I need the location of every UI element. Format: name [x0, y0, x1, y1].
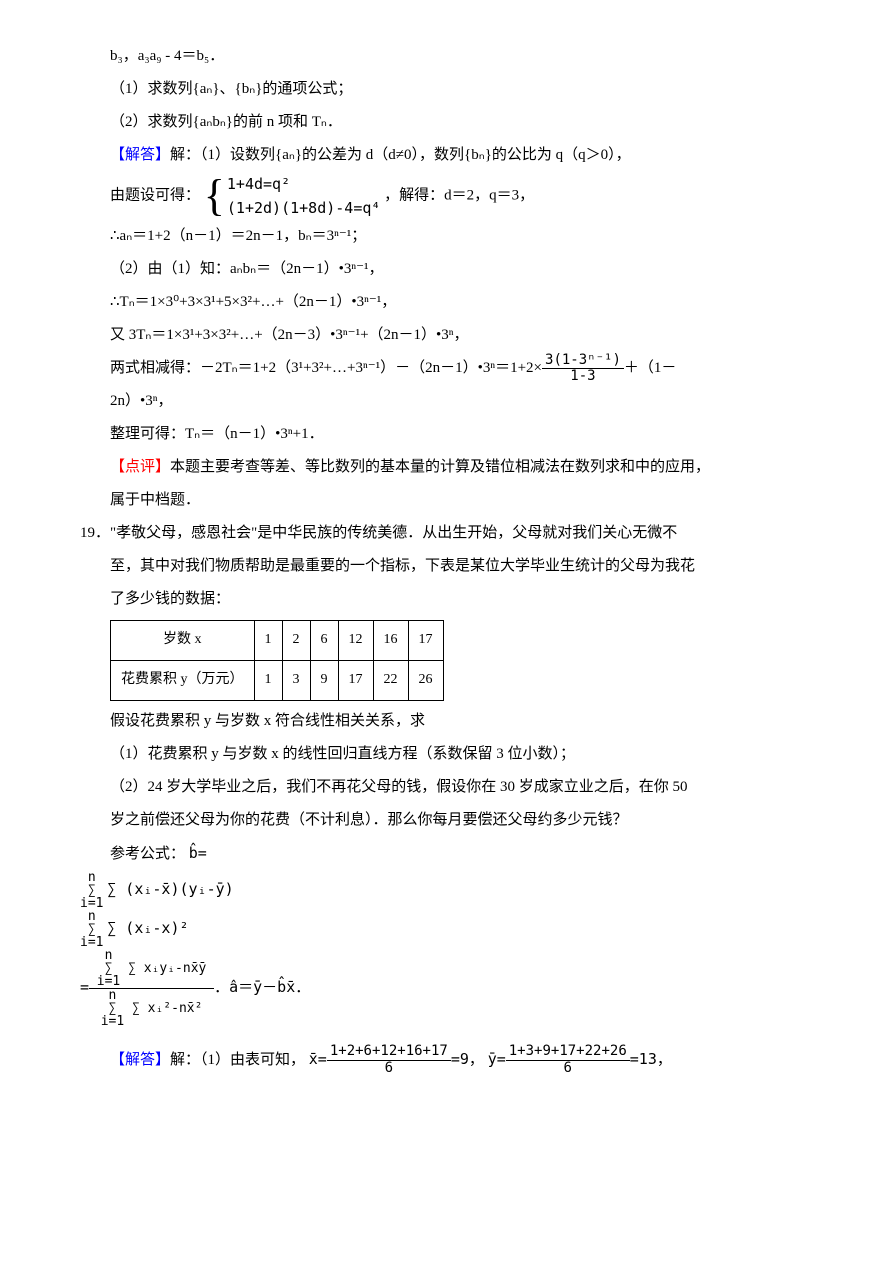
table-cell: 1	[254, 621, 282, 661]
sum-upper: n∑i=1 ∑ xᵢyᵢ-nx̄ȳ	[93, 949, 211, 988]
table-cell: 6	[310, 621, 338, 661]
text: 整理可得：Tₙ＝（n－1）•3ⁿ+1．	[110, 426, 324, 442]
sum-top1: ∑ (xᵢ-x̄)(yᵢ-ȳ)	[107, 880, 233, 898]
text: （2）24 岁大学毕业之后，我们不再花父母的钱，假设你在 30 岁成家立业之后，…	[110, 779, 688, 795]
equals: =	[80, 978, 89, 996]
big-fraction-2: n∑i=1 ∑ xᵢyᵢ-nx̄ȳ n∑i=1 ∑ xᵢ²-nx̄²	[93, 949, 211, 1028]
p19-formula: 参考公式： b̂=	[80, 837, 832, 871]
data-table: 岁数 x 1 2 6 12 16 17 花费累积 y（万元） 1 3 9 17 …	[110, 620, 444, 701]
text: 岁之前偿还父母为你的花费（不计利息）．那么你每月要偿还父母约多少元钱？	[110, 812, 628, 828]
p19-stem2: 至，其中对我们物质帮助是最重要的一个指标，下表是某位大学毕业生统计的父母为我花	[80, 550, 832, 583]
p18-part2f: 整理可得：Tₙ＝（n－1）•3ⁿ+1．	[80, 418, 832, 451]
sys-prefix: 由题设可得：	[110, 187, 200, 203]
table-cell: 3	[282, 660, 310, 700]
text: ∴Tₙ＝1×3⁰+3×3¹+5×3²+…+（2n－1）•3ⁿ⁻¹，	[110, 294, 396, 310]
p19-assume: 假设花费累积 y 与岁数 x 符合线性相关关系，求	[80, 705, 832, 738]
num: 1+3+9+17+22+26	[506, 1044, 630, 1060]
den: 6	[506, 1061, 630, 1076]
text: 本题主要考查等差、等比数列的基本量的计算及错位相减法在数列求和中的应用，	[170, 459, 710, 475]
text: （1）求数列{aₙ}、{bₙ}的通项公式；	[110, 81, 352, 97]
text: 了多少钱的数据：	[110, 591, 230, 607]
fraction: 3(1-3ⁿ⁻¹)1-3	[542, 353, 624, 385]
p18-part2c: 又 3Tₙ＝1×3¹+3×3²+…+（2n－3）•3ⁿ⁻¹+（2n－1）•3ⁿ，	[80, 319, 832, 352]
ref-label: 参考公式：	[110, 846, 185, 862]
table-cell: 22	[373, 660, 408, 700]
sys-line1: 1+4d=q²	[227, 172, 381, 196]
p19-q1: （1）花费累积 y 与岁数 x 的线性回归直线方程（系数保留 3 位小数）；	[80, 738, 832, 771]
text: 解：（1）由表可知，	[170, 1052, 305, 1068]
xbar-val: =9	[451, 1050, 469, 1068]
answer-label: 【解答】	[110, 1052, 170, 1068]
p18-q1: （1）求数列{aₙ}、{bₙ}的通项公式；	[80, 73, 832, 106]
p18-part2d: 两式相减得：－2Tₙ＝1+2（3¹+3²+…+3ⁿ⁻¹）－（2n－1）•3ⁿ＝1…	[80, 352, 832, 385]
text: "孝敬父母，感恩社会"是中华民族的传统美德．从出生开始，父母就对我们关心无微不	[110, 525, 677, 541]
p18-part2a: （2）由（1）知：aₙbₙ＝（2n－1）•3ⁿ⁻¹，	[80, 253, 832, 286]
table-cell: 9	[310, 660, 338, 700]
q-number: 19．	[80, 525, 110, 541]
b-hat: b̂=	[189, 844, 207, 862]
sys-solve: ，解得：d＝2，q＝3，	[384, 187, 534, 203]
numerator: 3(1-3ⁿ⁻¹)	[542, 353, 624, 369]
sys-line2: (1+2d)(1+8d)-4=q⁴	[227, 196, 381, 220]
p18-review2: 属于中档题．	[80, 484, 832, 517]
left-brace-icon: {	[204, 178, 225, 213]
p18-conclude1: ∴aₙ＝1+2（n－1）＝2n－1，bₙ＝3ⁿ⁻¹；	[80, 220, 832, 253]
p18-part2b: ∴Tₙ＝1×3⁰+3×3¹+5×3²+…+（2n－1）•3ⁿ⁻¹，	[80, 286, 832, 319]
p18-given-tail: b₃，a₃a₉ - 4＝b₅．	[80, 40, 832, 73]
answer-label: 【解答】	[110, 147, 170, 163]
review-label: 【点评】	[110, 459, 170, 475]
table-cell: 12	[338, 621, 373, 661]
sum-bot2: ∑ xᵢ²-nx̄²	[132, 1001, 202, 1016]
table-head-x: 岁数 x	[111, 621, 255, 661]
text: b₃，a₃a₉ - 4＝b₅．	[110, 48, 224, 64]
text: 2n）•3ⁿ，	[110, 393, 172, 409]
table-cell: 2	[282, 621, 310, 661]
table-head-y: 花费累积 y（万元）	[111, 660, 255, 700]
p18-part2e: 2n）•3ⁿ，	[80, 385, 832, 418]
text: 又 3Tₙ＝1×3¹+3×3²+…+（2n－3）•3ⁿ⁻¹+（2n－1）•3ⁿ，	[110, 327, 469, 343]
text-post: ＋（1－	[624, 360, 677, 376]
text: 属于中档题．	[110, 492, 200, 508]
table-cell: 1	[254, 660, 282, 700]
xbar-frac: 1+2+6+12+16+176	[327, 1044, 451, 1076]
sum-lower: n∑i=1 ∑ (xᵢ-x)²	[80, 910, 832, 949]
table-row: 岁数 x 1 2 6 12 16 17	[111, 621, 444, 661]
table-row: 花费累积 y（万元） 1 3 9 17 22 26	[111, 660, 444, 700]
denominator: 1-3	[542, 369, 624, 384]
a-hat-eq: ．â＝ȳ－b̂x̄．	[214, 978, 310, 996]
text-pre: 两式相减得：－2Tₙ＝1+2（3¹+3²+…+3ⁿ⁻¹）－（2n－1）•3ⁿ＝1…	[110, 360, 542, 376]
table-cell: 26	[408, 660, 443, 700]
text: 假设花费累积 y 与岁数 x 符合线性相关关系，求	[110, 713, 425, 729]
brace-icon: { 1+4d=q² (1+2d)(1+8d)-4=q⁴	[204, 172, 381, 220]
text: 至，其中对我们物质帮助是最重要的一个指标，下表是某位大学毕业生统计的父母为我花	[110, 558, 695, 574]
den: 6	[327, 1061, 451, 1076]
table-cell: 17	[338, 660, 373, 700]
ybar-frac: 1+3+9+17+22+266	[506, 1044, 630, 1076]
text: （2）由（1）知：aₙbₙ＝（2n－1）•3ⁿ⁻¹，	[110, 261, 384, 277]
sum-top2: ∑ xᵢyᵢ-nx̄ȳ	[128, 961, 206, 976]
text: ∴aₙ＝1+2（n－1）＝2n－1，bₙ＝3ⁿ⁻¹；	[110, 228, 366, 244]
p19-q2a: （2）24 岁大学毕业之后，我们不再花父母的钱，假设你在 30 岁成家立业之后，…	[80, 771, 832, 804]
p18-q2: （2）求数列{aₙbₙ}的前 n 项和 Tₙ．	[80, 106, 832, 139]
p19-stem1: 19．"孝敬父母，感恩社会"是中华民族的传统美德．从出生开始，父母就对我们关心无…	[80, 517, 832, 550]
p19-answer: 【解答】解：（1）由表可知， x̄=1+2+6+12+16+176=9， ȳ=1…	[80, 1043, 832, 1077]
num: 1+2+6+12+16+17	[327, 1044, 451, 1060]
p18-system: 由题设可得： { 1+4d=q² (1+2d)(1+8d)-4=q⁴ ，解得：d…	[80, 172, 832, 220]
ybar-val: =13	[630, 1050, 657, 1068]
text: （1）花费累积 y 与岁数 x 的线性回归直线方程（系数保留 3 位小数）；	[110, 746, 575, 762]
p18-review1: 【点评】本题主要考查等差、等比数列的基本量的计算及错位相减法在数列求和中的应用，	[80, 451, 832, 484]
ybar: ȳ=	[488, 1050, 506, 1068]
sum-bot1: ∑ (xᵢ-x)²	[107, 919, 188, 937]
sum-upper: n∑i=1 ∑ (xᵢ-x̄)(yᵢ-ȳ)	[80, 871, 832, 910]
text: 解：（1）设数列{aₙ}的公差为 d（d≠0），数列{bₙ}的公比为 q（q＞0…	[170, 147, 631, 163]
p18-answer-open: 【解答】解：（1）设数列{aₙ}的公差为 d（d≠0），数列{bₙ}的公比为 q…	[80, 139, 832, 172]
p19-q2b: 岁之前偿还父母为你的花费（不计利息）．那么你每月要偿还父母约多少元钱？	[80, 804, 832, 837]
p19-stem3: 了多少钱的数据：	[80, 583, 832, 616]
table-cell: 16	[373, 621, 408, 661]
text: （2）求数列{aₙbₙ}的前 n 项和 Tₙ．	[110, 114, 342, 130]
table-cell: 17	[408, 621, 443, 661]
sum-lower: n∑i=1 ∑ xᵢ²-nx̄²	[97, 989, 207, 1028]
xbar: x̄=	[309, 1050, 327, 1068]
